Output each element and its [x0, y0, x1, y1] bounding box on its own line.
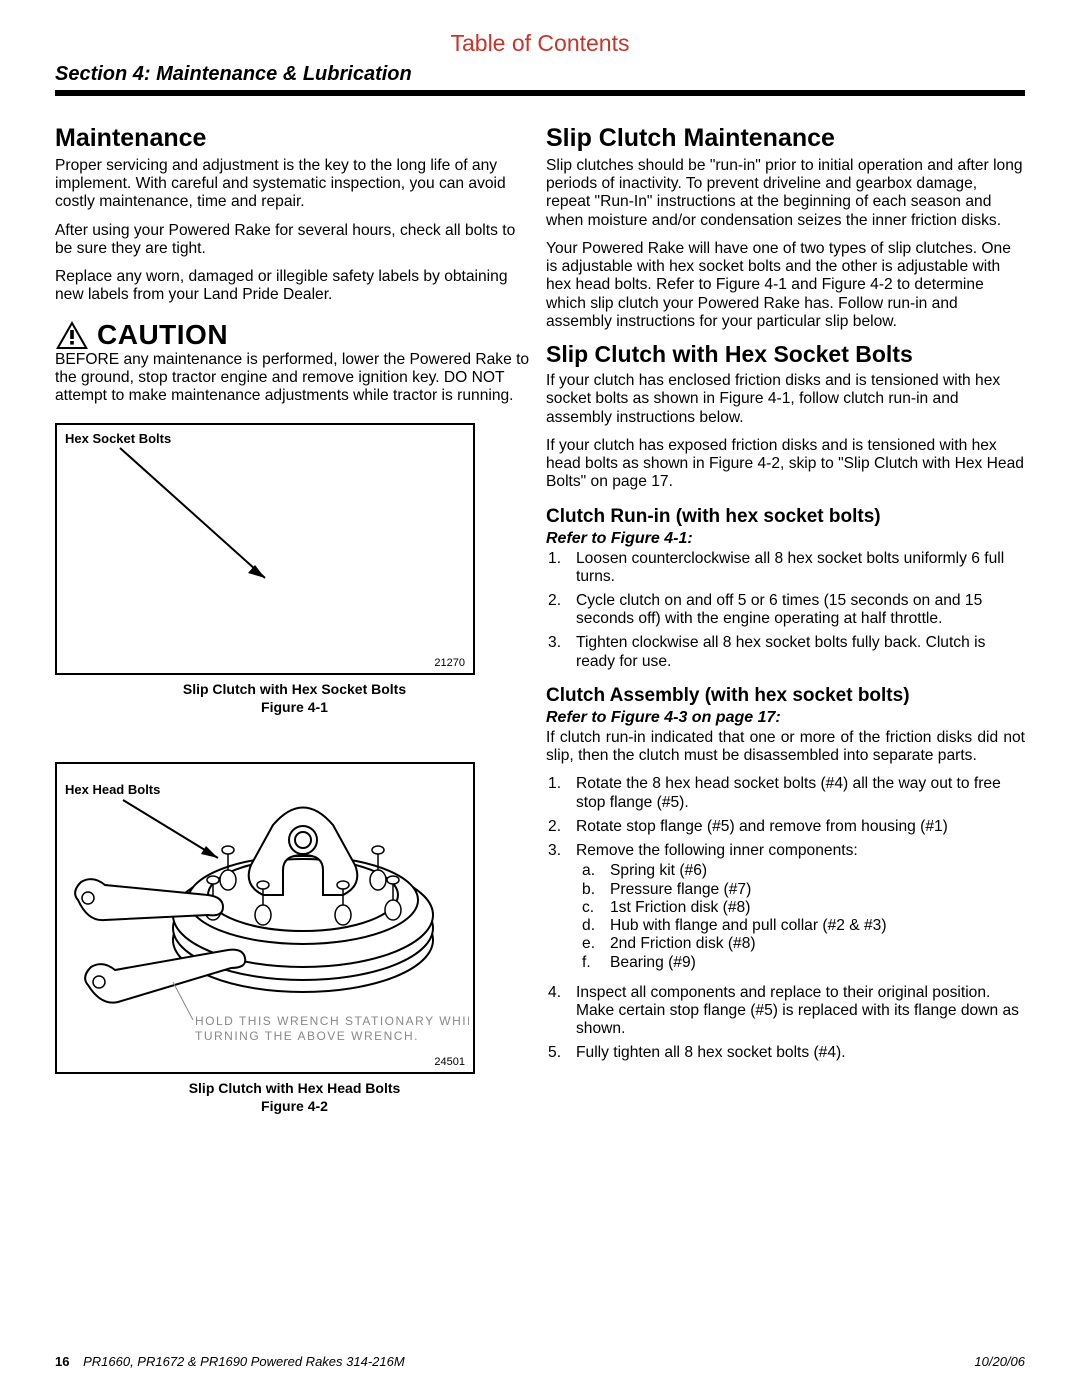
fig2-caption-l2: Figure 4-2	[261, 1098, 328, 1114]
runin-heading: Clutch Run-in (with hex socket bolts)	[546, 506, 1025, 528]
caution-block: CAUTION	[55, 319, 534, 351]
figure-4-2-box: Hex Head Bolts	[55, 762, 475, 1074]
footer-date: 10/20/06	[974, 1354, 1025, 1369]
fig2-num: 24501	[434, 1056, 465, 1068]
fig1-arrow	[115, 443, 285, 593]
page-footer: 16 PR1660, PR1672 & PR1690 Powered Rakes…	[55, 1354, 1025, 1369]
caution-body: BEFORE any maintenance is performed, low…	[55, 351, 534, 406]
assembly-heading: Clutch Assembly (with hex socket bolts)	[546, 685, 1025, 707]
asm-step: Fully tighten all 8 hex socket bolts (#4…	[546, 1044, 1025, 1062]
fig2-note-l2: TURNING THE ABOVE WRENCH.	[195, 1029, 419, 1043]
runin-step: Tighten clockwise all 8 hex socket bolts…	[546, 634, 1025, 670]
fig1-caption-l1: Slip Clutch with Hex Socket Bolts	[183, 681, 406, 697]
content-columns: Maintenance Proper servicing and adjustm…	[55, 124, 1025, 1115]
page-number: 16	[55, 1354, 69, 1369]
asm-step-3-text: Remove the following inner components:	[576, 842, 858, 859]
runin-steps: Loosen counterclockwise all 8 hex socket…	[546, 550, 1025, 671]
right-column: Slip Clutch Maintenance Slip clutches sh…	[546, 124, 1025, 1115]
asm-step: Rotate the 8 hex head socket bolts (#4) …	[546, 775, 1025, 811]
asm-step: Remove the following inner components: S…	[546, 842, 1025, 972]
assembly-steps: Rotate the 8 hex head socket bolts (#4) …	[546, 775, 1025, 1062]
assembly-ref: Refer to Figure 4-3 on page 17:	[546, 709, 1025, 727]
runin-ref: Refer to Figure 4-1:	[546, 530, 1025, 548]
warning-icon	[55, 320, 89, 350]
component-item: 1st Friction disk (#8)	[582, 899, 1025, 917]
asm-step: Inspect all components and replace to th…	[546, 984, 1025, 1039]
component-item: Bearing (#9)	[582, 954, 1025, 972]
footer-left: 16 PR1660, PR1672 & PR1690 Powered Rakes…	[55, 1354, 405, 1369]
hex-socket-p1: If your clutch has enclosed friction dis…	[546, 372, 1025, 427]
footer-doc: PR1660, PR1672 & PR1690 Powered Rakes 31…	[83, 1354, 405, 1369]
fig1-num: 21270	[434, 657, 465, 669]
toc-link[interactable]: Table of Contents	[55, 30, 1025, 57]
maintenance-p3: Replace any worn, damaged or illegible s…	[55, 268, 534, 304]
maintenance-p1: Proper servicing and adjustment is the k…	[55, 157, 534, 212]
fig2-note-l1: HOLD THIS WRENCH STATIONARY WHILE	[195, 1014, 469, 1028]
hex-socket-p2: If your clutch has exposed friction disk…	[546, 437, 1025, 492]
component-item: Pressure flange (#7)	[582, 881, 1025, 899]
figure-4-1-caption: Slip Clutch with Hex Socket Bolts Figure…	[55, 681, 534, 716]
fig2-caption-l1: Slip Clutch with Hex Head Bolts	[189, 1080, 401, 1096]
left-column: Maintenance Proper servicing and adjustm…	[55, 124, 534, 1115]
component-item: Hub with flange and pull collar (#2 & #3…	[582, 917, 1025, 935]
runin-step: Cycle clutch on and off 5 or 6 times (15…	[546, 592, 1025, 628]
maintenance-p2: After using your Powered Rake for severa…	[55, 222, 534, 258]
slip-p1: Slip clutches should be "run-in" prior t…	[546, 157, 1025, 230]
maintenance-heading: Maintenance	[55, 124, 534, 153]
asm-step: Rotate stop flange (#5) and remove from …	[546, 818, 1025, 836]
runin-step: Loosen counterclockwise all 8 hex socket…	[546, 550, 1025, 586]
header-rule	[55, 90, 1025, 96]
slip-clutch-heading: Slip Clutch Maintenance	[546, 124, 1025, 153]
component-list: Spring kit (#6) Pressure flange (#7) 1st…	[582, 862, 1025, 971]
figure-4-2-caption: Slip Clutch with Hex Head Bolts Figure 4…	[55, 1080, 534, 1115]
component-item: 2nd Friction disk (#8)	[582, 935, 1025, 953]
fig1-caption-l2: Figure 4-1	[261, 699, 328, 715]
caution-label: CAUTION	[97, 319, 228, 351]
fig2-label: Hex Head Bolts	[65, 782, 160, 797]
slip-p2: Your Powered Rake will have one of two t…	[546, 240, 1025, 331]
assembly-intro: If clutch run-in indicated that one or m…	[546, 729, 1025, 765]
section-title: Section 4: Maintenance & Lubrication	[55, 63, 1025, 86]
figure-4-1-box: Hex Socket Bolts 21270	[55, 423, 475, 675]
hex-socket-heading: Slip Clutch with Hex Socket Bolts	[546, 341, 1025, 368]
component-item: Spring kit (#6)	[582, 862, 1025, 880]
fig2-diagram: HOLD THIS WRENCH STATIONARY WHILE TURNIN…	[63, 770, 469, 1066]
